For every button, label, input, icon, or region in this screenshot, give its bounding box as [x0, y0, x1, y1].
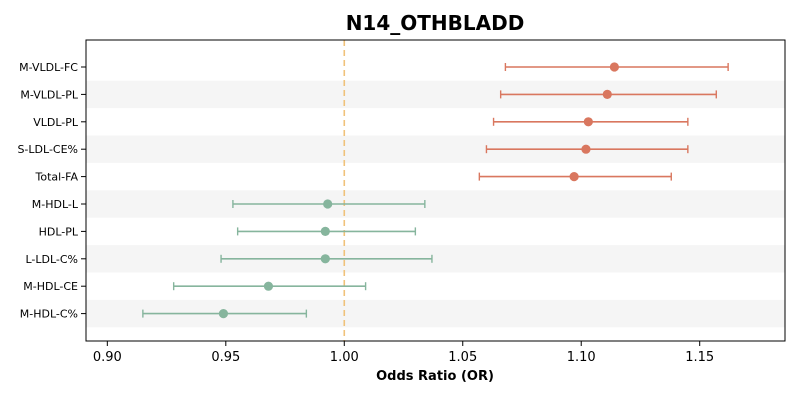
point-estimate [602, 89, 612, 99]
y-tick-label: L-LDL-C% [25, 253, 78, 266]
y-tick-label: M-HDL-CE [23, 280, 78, 293]
y-tick-label: M-HDL-C% [20, 308, 78, 321]
x-tick-label: 1.15 [685, 350, 714, 365]
y-axis-ticks: M-VLDL-FC M-VLDL-PL VLDL-PL S-LDL-CE% Total-… [17, 61, 86, 321]
y-tick-label: M-VLDL-PL [20, 88, 78, 101]
chart-title: N14_OTHBLADD [346, 11, 525, 35]
point-estimate [320, 254, 330, 264]
x-axis-ticks: 0.90 0.95 1.00 1.05 1.10 1.15 [93, 341, 714, 365]
estimate-row [232, 199, 426, 209]
estimate-row [478, 172, 672, 182]
y-tick-label: M-VLDL-FC [19, 61, 78, 74]
point-estimate [569, 172, 579, 182]
point-estimate [263, 281, 274, 291]
plot-frame [85, 39, 786, 342]
point-estimate [218, 309, 229, 319]
point-estimate [581, 144, 591, 154]
x-tick-label: 1.05 [448, 350, 477, 365]
x-tick-label: 1.10 [567, 350, 596, 365]
estimate-row [485, 144, 689, 154]
x-axis-label: Odds Ratio (OR) [376, 369, 494, 384]
estimate-row [499, 89, 717, 99]
x-tick-label: 0.95 [211, 350, 240, 365]
y-tick-label: M-HDL-L [32, 198, 79, 211]
estimate-row [142, 309, 308, 319]
estimate-row [172, 281, 367, 291]
row-shading [86, 80, 785, 328]
estimate-row [492, 117, 689, 127]
chart-marks [142, 62, 729, 319]
point-estimate [320, 226, 330, 236]
y-tick-label: S-LDL-CE% [17, 143, 78, 156]
x-tick-label: 0.90 [93, 350, 122, 365]
x-tick-label: 1.00 [330, 350, 359, 365]
point-estimate [323, 199, 333, 209]
y-tick-label: HDL-PL [39, 225, 79, 238]
row-band [86, 190, 785, 218]
point-estimate [583, 117, 593, 127]
row-band [86, 245, 785, 273]
estimate-row [504, 62, 729, 72]
estimate-row [220, 254, 433, 264]
point-estimate [609, 62, 619, 72]
estimate-row [236, 226, 417, 236]
y-tick-label: Total-FA [34, 171, 78, 184]
y-tick-label: VLDL-PL [33, 116, 79, 129]
